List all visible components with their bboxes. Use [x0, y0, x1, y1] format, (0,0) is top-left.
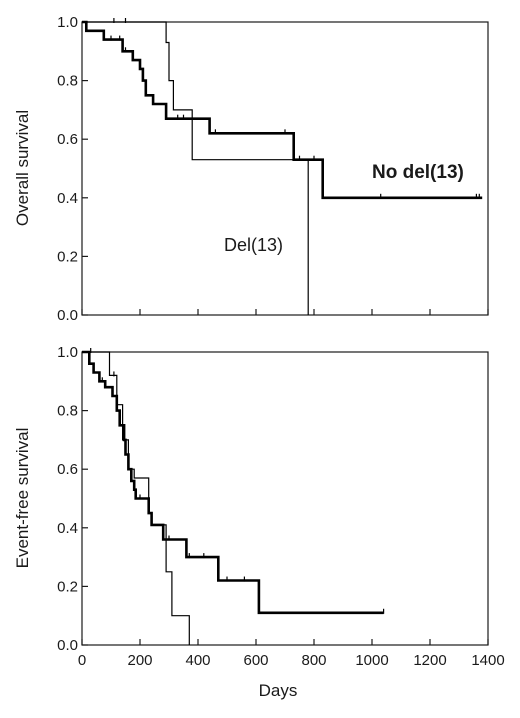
y-axis-title: Event-free survival: [13, 428, 32, 569]
y-tick-label: 0.6: [57, 461, 78, 478]
x-tick-label: 800: [301, 652, 326, 669]
overall-survival-panel: 0.0 0.2 0.4 0.6 0.8 1.0 Overall survival No del…: [13, 14, 489, 324]
no-del13-curve: [82, 20, 483, 200]
y-tick-label: 0.8: [57, 403, 78, 420]
y-tick-label: 0.4: [57, 190, 78, 207]
y-tick-label: 0.4: [57, 520, 78, 537]
x-axis-title: Days: [259, 681, 298, 700]
event-free-survival-panel: 0.0 0.2 0.4 0.6 0.8 1.0 0 200 400 600 800 1000 1200 1…: [13, 344, 505, 700]
del13-curve: [82, 351, 190, 645]
x-tick-label: 0: [78, 652, 86, 669]
x-tick-label: 200: [127, 652, 152, 669]
x-tick-label: 1200: [413, 652, 446, 669]
y-tick-label: 1.0: [57, 344, 78, 361]
plot-frame: [81, 21, 489, 316]
y-tick-label: 1.0: [57, 14, 78, 31]
x-tick-label: 400: [185, 652, 210, 669]
del13-label: Del(13): [224, 235, 283, 255]
plot-frame: [81, 351, 489, 646]
no-del13-curve: [82, 350, 384, 615]
no-del13-label: No del(13): [372, 162, 464, 183]
y-tick-label: 0.8: [57, 73, 78, 90]
x-tick-label: 1400: [471, 652, 504, 669]
y-tick-label: 0.2: [57, 248, 78, 265]
y-tick-label: 0.6: [57, 131, 78, 148]
y-tick-label: 0.0: [57, 307, 78, 324]
y-axis-title: Overall survival: [13, 110, 32, 226]
del13-curve: [82, 21, 309, 315]
x-tick-label: 600: [243, 652, 268, 669]
x-tick-label: 1000: [355, 652, 388, 669]
y-tick-label: 0.2: [57, 578, 78, 595]
y-tick-label: 0.0: [57, 637, 78, 654]
